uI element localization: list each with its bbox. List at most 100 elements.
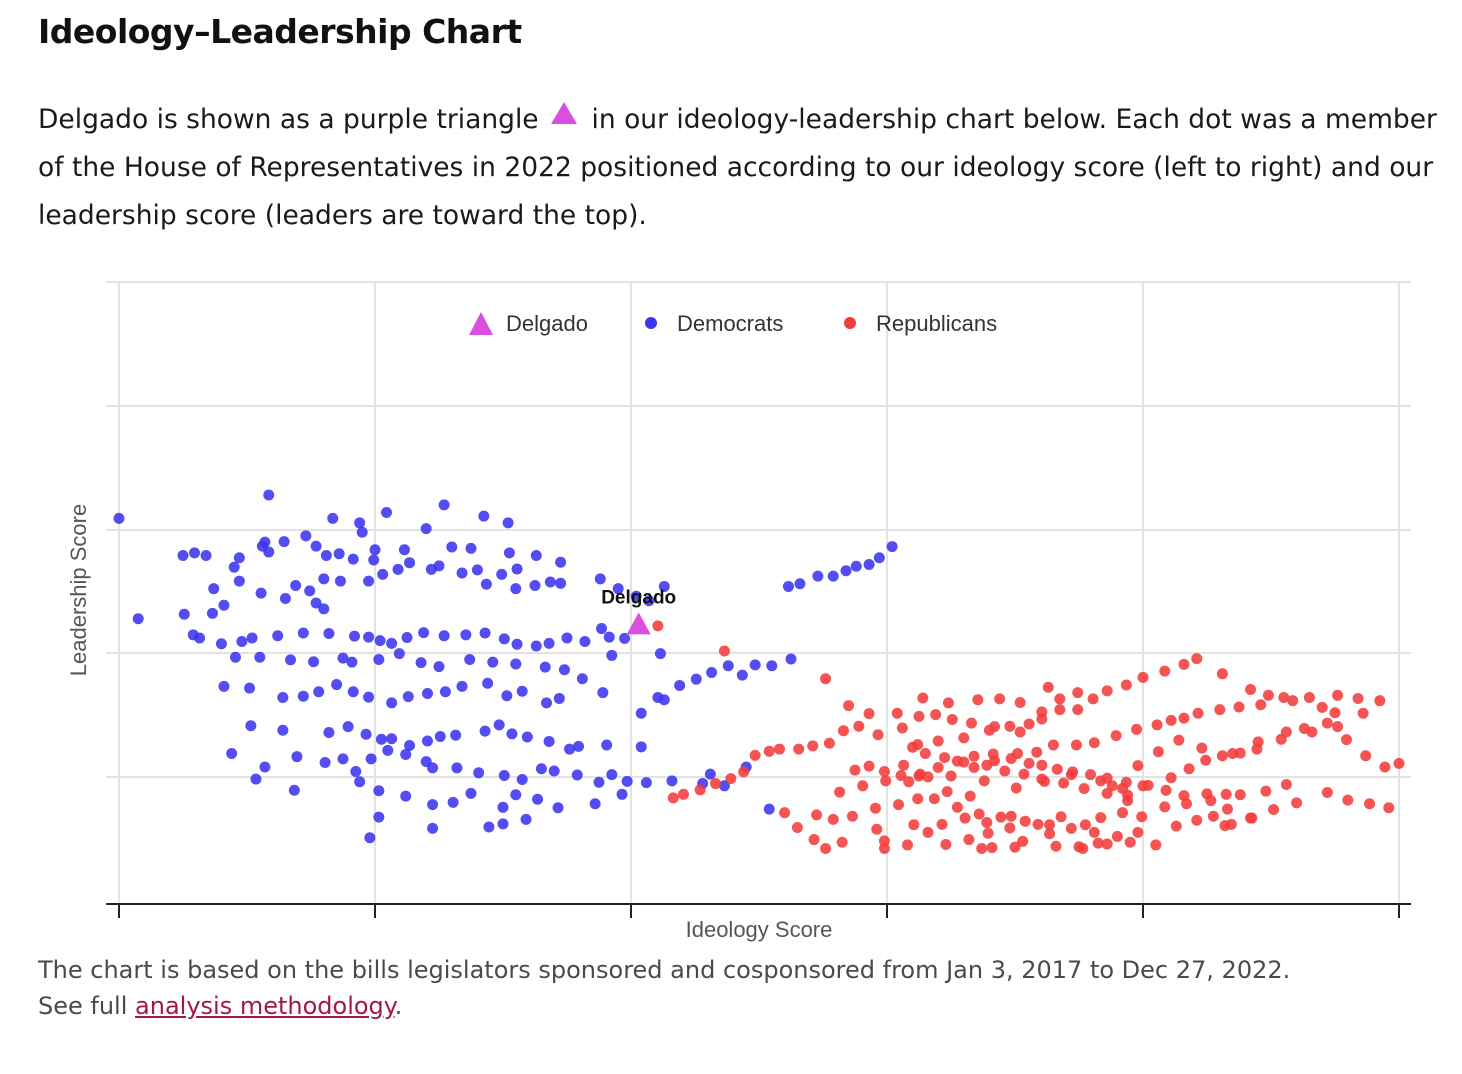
democrat-point [386, 733, 398, 745]
republican-point [1087, 693, 1099, 705]
republican-point [1151, 719, 1163, 731]
republican-point [1088, 737, 1100, 749]
democrat-point [478, 510, 490, 522]
chart-footnote: The chart is based on the bills legislat… [38, 952, 1438, 1024]
democrat-point [529, 580, 541, 592]
democrat-point [208, 583, 220, 595]
republican-point [896, 722, 908, 734]
democrat-point [438, 630, 450, 642]
democrat-point [363, 631, 375, 643]
republican-point [878, 835, 890, 847]
republican-point [1332, 689, 1344, 701]
democrat-point [619, 632, 631, 644]
republican-point [1321, 787, 1333, 799]
republican-point [1036, 713, 1048, 725]
footnote-line1: The chart is based on the bills legislat… [38, 956, 1291, 984]
republican-point [667, 792, 679, 804]
democrat-point [427, 822, 439, 834]
republican-point [978, 775, 990, 787]
republican-point [1165, 714, 1177, 726]
republican-point [779, 807, 791, 819]
legend-republicans-icon [844, 317, 856, 329]
methodology-link[interactable]: analysis methodology [135, 992, 395, 1020]
republican-point [1192, 707, 1204, 719]
democrat-point [272, 630, 284, 642]
democrat-point [404, 557, 416, 569]
republican-point [1067, 766, 1079, 778]
republican-point [1200, 754, 1212, 766]
democrat-point [200, 550, 212, 562]
democrat-point [254, 651, 266, 663]
democrat-point [278, 536, 290, 548]
democrat-point [297, 627, 309, 639]
republican-point [1165, 772, 1177, 784]
democrat-point [386, 697, 398, 709]
republican-point [968, 761, 980, 773]
republican-point [1092, 837, 1104, 849]
democrat-point [346, 656, 358, 668]
republican-point [922, 771, 934, 783]
democrat-point [363, 575, 375, 587]
democrat-point [255, 587, 267, 599]
democrat-point [290, 580, 302, 592]
democrat-point [516, 774, 528, 786]
republican-point [820, 673, 832, 685]
democrat-point [310, 597, 322, 609]
republican-point [1004, 720, 1016, 732]
democrat-point [245, 720, 257, 732]
democrat-point [373, 811, 385, 823]
republican-point [1101, 787, 1113, 799]
democrat-point [498, 769, 510, 781]
republican-point [1079, 819, 1091, 831]
y-axis-label: Leadership Score [66, 504, 91, 676]
republican-point [932, 735, 944, 747]
democrat-point [594, 573, 606, 585]
democrat-point [658, 580, 670, 592]
democrat-point [277, 692, 289, 704]
democrat-point [827, 570, 839, 582]
democrat-point [552, 802, 564, 814]
democrat-point [630, 590, 642, 602]
republican-point [1225, 818, 1237, 830]
democrat-point [439, 686, 451, 698]
republican-point [1042, 681, 1054, 693]
democrat-point [356, 526, 368, 538]
republican-point [1120, 679, 1132, 691]
footnote-see-full: See full [38, 992, 128, 1020]
democrat-point [456, 680, 468, 692]
republican-point [1078, 782, 1090, 794]
republican-point [837, 725, 849, 737]
republican-point [1214, 704, 1226, 716]
republican-point [901, 839, 913, 851]
republican-point [946, 713, 958, 725]
democrat-point [785, 653, 797, 665]
republican-point [652, 620, 664, 632]
democrat-point [319, 757, 331, 769]
republican-point [1054, 704, 1066, 716]
republican-point [709, 778, 721, 790]
republican-point [1303, 692, 1315, 704]
democrat-point [561, 632, 573, 644]
republican-point [1031, 746, 1043, 758]
republican-point [958, 756, 970, 768]
republican-point [811, 809, 823, 821]
republican-point [1220, 788, 1232, 800]
democrat-point [722, 660, 734, 672]
democrat-point [334, 575, 346, 587]
republican-point [1136, 811, 1148, 823]
republican-point [1221, 803, 1233, 815]
democrat-point [347, 686, 359, 698]
republican-point [1023, 718, 1035, 730]
democrat-point [189, 547, 201, 559]
chart-legend: Delgado Democrats Republicans [469, 311, 997, 336]
republican-point [1058, 777, 1070, 789]
republican-point [1246, 812, 1258, 824]
republican-point [989, 721, 1001, 733]
republican-point [1012, 748, 1024, 760]
democrat-point [304, 585, 316, 597]
republican-point [1014, 696, 1026, 708]
republican-point [1137, 671, 1149, 683]
republican-point [1383, 802, 1395, 814]
democrat-point [465, 787, 477, 799]
republican-point [973, 808, 985, 820]
